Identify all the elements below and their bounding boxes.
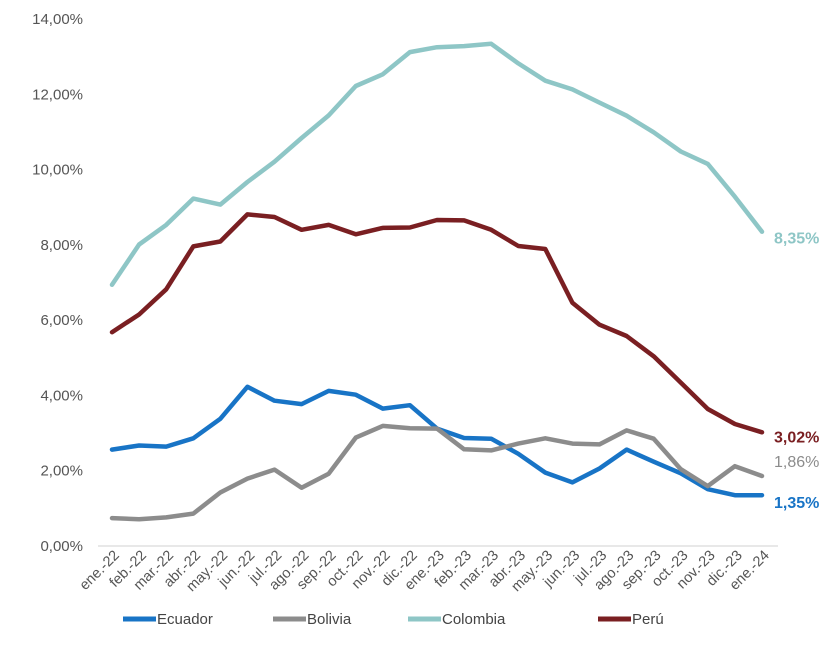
end-value-label: 3,02% — [774, 429, 819, 446]
end-labels: 1,35% 1,86% 8,35% 3,02% — [774, 231, 819, 512]
y-axis: 0,00% 2,00% 4,00% 6,00% 8,00% 10,00% 12,00% 14,… — [32, 11, 83, 555]
y-tick-label: 2,00% — [40, 463, 83, 480]
x-axis: ene.-22feb.-22mar.-22abr.-22may.-22jun.-… — [77, 548, 773, 596]
legend-label: Colombia — [442, 611, 506, 628]
legend-label: Ecuador — [157, 611, 213, 628]
y-tick-label: 8,00% — [40, 237, 83, 254]
series-lines — [109, 41, 765, 522]
legend-label: Bolivia — [307, 611, 352, 628]
series-line-bolivia — [109, 423, 765, 522]
y-tick-label: 4,00% — [40, 387, 83, 404]
y-tick-label: 14,00% — [32, 11, 83, 28]
end-value-label: 1,86% — [774, 454, 819, 471]
y-tick-label: 6,00% — [40, 312, 83, 329]
y-tick-label: 12,00% — [32, 86, 83, 103]
y-tick-label: 0,00% — [40, 538, 83, 555]
legend-label: Perú — [632, 611, 664, 628]
legend: Ecuador Bolivia Colombia Perú — [123, 611, 664, 628]
end-value-label: 8,35% — [774, 231, 819, 248]
end-value-label: 1,35% — [774, 495, 819, 512]
series-line-per — [109, 212, 765, 435]
series-line-ecuador — [109, 384, 765, 498]
series-line-colombia — [109, 41, 765, 288]
y-tick-label: 10,00% — [32, 162, 83, 179]
